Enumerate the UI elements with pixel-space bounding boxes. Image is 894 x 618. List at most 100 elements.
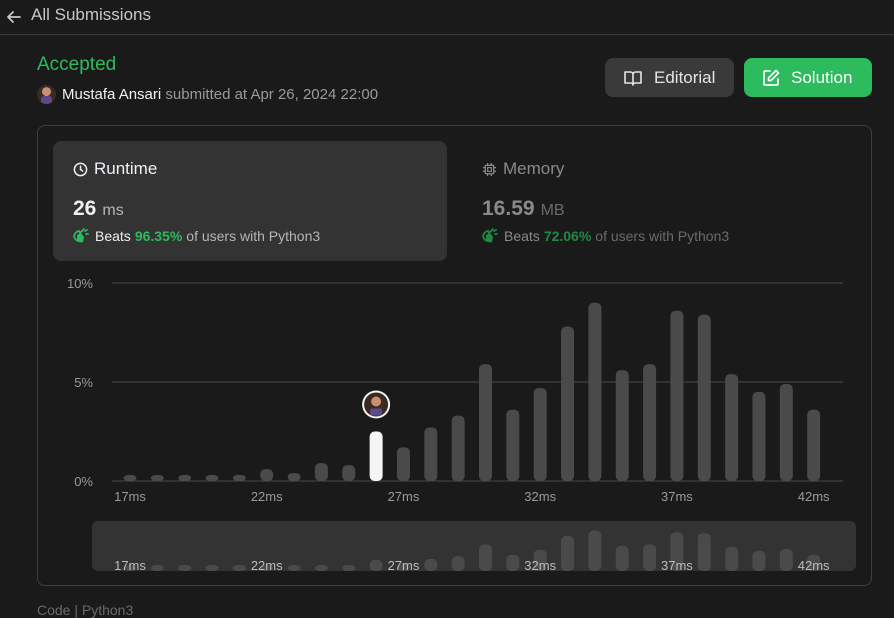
memory-value-row: 16.59 MB [482, 197, 565, 221]
beats-label: Beats [95, 228, 131, 244]
mini-bar [260, 565, 274, 571]
mini-bar [643, 544, 657, 571]
bar [451, 415, 465, 481]
avatar-marker-face [371, 396, 382, 407]
mini-bar [396, 563, 410, 571]
x-tick-label: 37ms [661, 489, 693, 504]
mini-bar [533, 549, 547, 571]
memory-title-row: Memory [482, 159, 564, 179]
editorial-button[interactable]: Editorial [605, 58, 734, 97]
mini-bar [506, 554, 520, 571]
mini-bar [424, 558, 438, 571]
highlight-bar [369, 431, 383, 481]
editorial-label: Editorial [654, 67, 716, 87]
bar [396, 447, 410, 481]
book-icon [624, 70, 642, 86]
bar [342, 465, 356, 481]
runtime-beats-pct: 96.35% [134, 228, 183, 244]
memory-beats: Beats 72.06% of users with Python3 [480, 227, 729, 245]
beats-label: Beats [504, 228, 540, 244]
submission-meta: Mustafa Ansari submitted at Apr 26, 2024… [62, 86, 378, 103]
x-tick-label: 17ms [114, 489, 146, 504]
runtime-value-row: 26 ms [73, 197, 124, 221]
clock-icon [73, 162, 88, 176]
mini-x-tick-label: 42ms [798, 558, 830, 573]
runtime-beats: Beats 96.35% of users with Python3 [71, 227, 320, 245]
bar [561, 326, 575, 481]
runtime-unit: ms [102, 202, 124, 219]
bar [615, 370, 629, 481]
mini-bar [123, 565, 137, 571]
edit-icon [763, 69, 780, 86]
runtime-value: 26 [73, 197, 97, 220]
mini-bar [205, 565, 219, 571]
memory-card[interactable]: Memory 16.59 MB Beats 72.06% of users wi… [462, 141, 856, 261]
bar [725, 374, 739, 481]
mini-bar [615, 545, 629, 571]
memory-title: Memory [503, 159, 565, 178]
clapping-hands-icon [73, 228, 89, 243]
bar [752, 391, 766, 481]
mini-bar [178, 565, 192, 571]
bar [260, 469, 274, 481]
mini-bar [342, 565, 356, 571]
username-link[interactable]: Mustafa Ansari [62, 86, 162, 103]
mini-x-tick-label: 37ms [661, 558, 693, 573]
bar [479, 364, 492, 481]
bar [314, 463, 328, 481]
bar [533, 387, 547, 481]
bar [670, 310, 684, 481]
mini-x-tick-label: 17ms [114, 558, 146, 573]
bar [123, 475, 137, 481]
clapping-hands-icon [482, 228, 498, 243]
chip-icon [482, 162, 497, 176]
mini-x-tick-label: 22ms [251, 558, 283, 573]
bar [287, 473, 301, 481]
y-tick-label: 10% [67, 276, 93, 291]
x-tick-label: 42ms [798, 489, 830, 504]
x-tick-label: 22ms [251, 489, 283, 504]
mini-bar [561, 535, 575, 571]
mini-bar [779, 548, 793, 571]
bar [779, 383, 793, 481]
bar [588, 302, 602, 481]
runtime-title-row: Runtime [73, 159, 157, 179]
y-tick-label: 0% [74, 474, 93, 489]
mini-x-tick-label: 32ms [524, 558, 556, 573]
memory-beats-suffix: of users with Python3 [595, 228, 730, 244]
bar [150, 475, 164, 481]
mini-x-tick-label: 27ms [388, 558, 420, 573]
avatar-marker-shirt [370, 408, 383, 416]
solution-label: Solution [791, 67, 853, 87]
solution-button[interactable]: Solution [744, 58, 872, 97]
runtime-card[interactable]: Runtime 26 ms Beats 96.35% of users with… [53, 141, 447, 261]
avatar[interactable] [37, 85, 56, 104]
bar [232, 475, 246, 481]
bar [178, 475, 192, 481]
mini-bar [807, 554, 821, 571]
arrow-left-icon[interactable] [4, 7, 24, 27]
x-tick-label: 27ms [388, 489, 420, 504]
mini-bar [479, 544, 492, 571]
submitted-time: submitted at Apr 26, 2024 22:00 [165, 86, 379, 103]
mini-bar [588, 530, 602, 571]
code-section-header: Code | Python3 [37, 602, 134, 618]
mini-bar [287, 565, 301, 571]
mini-bar [451, 556, 465, 571]
x-tick-label: 32ms [524, 489, 556, 504]
mini-bar [697, 533, 711, 571]
mini-bar [314, 565, 328, 571]
bar [807, 409, 821, 481]
bar [697, 314, 711, 481]
memory-beats-pct: 72.06% [543, 228, 592, 244]
top-bar: All Submissions [0, 0, 894, 35]
submission-status: Accepted [37, 54, 117, 75]
bar [643, 364, 657, 481]
back-link[interactable]: All Submissions [31, 5, 151, 24]
runtime-beats-suffix: of users with Python3 [186, 228, 321, 244]
bar [506, 409, 520, 481]
mini-bar [232, 565, 246, 571]
stats-panel [37, 125, 872, 586]
memory-value: 16.59 [482, 197, 535, 220]
